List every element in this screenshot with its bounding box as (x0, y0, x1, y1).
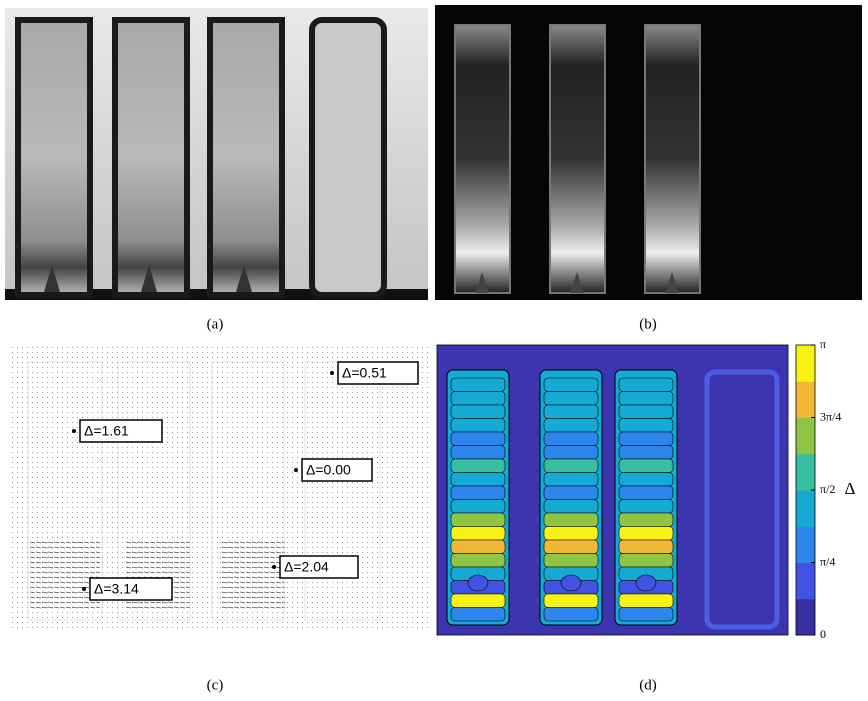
contour-band (619, 473, 673, 487)
channel (210, 20, 282, 295)
contour-band (451, 513, 505, 527)
contour-band (451, 473, 505, 487)
caption: (a) (207, 316, 224, 332)
colorbar-band (796, 345, 815, 382)
colorbar-tick-label: 3π/4 (820, 409, 841, 423)
channel (312, 20, 384, 295)
caption: (d) (639, 677, 657, 693)
channel (550, 25, 605, 293)
contour-band (451, 432, 505, 446)
channel (455, 25, 510, 293)
contour-band (619, 432, 673, 446)
colorbar-band (796, 454, 815, 491)
contour-band (451, 419, 505, 433)
contour-band (451, 594, 505, 608)
contour-band (451, 446, 505, 460)
contour-band (619, 419, 673, 433)
contour-band (619, 392, 673, 406)
contour-band (544, 405, 598, 419)
contour-band (544, 419, 598, 433)
contour-band (451, 486, 505, 500)
marker (82, 587, 86, 591)
colorbar-tick-label: π/4 (820, 554, 835, 568)
contour-band (619, 500, 673, 514)
annotation: Δ=1.61 (84, 423, 129, 439)
contour-band (451, 527, 505, 541)
contour-band (619, 608, 673, 622)
vector-field (220, 540, 285, 610)
contour-band (619, 554, 673, 568)
contour-band (544, 392, 598, 406)
contour (468, 575, 488, 591)
figure: (a) (b) (c) (d) Δ=0.51 Δ=1.61 Δ=0.00 Δ=2.04… (0, 0, 868, 701)
contour-band (451, 392, 505, 406)
contour-band (544, 500, 598, 514)
contour (561, 575, 581, 591)
annotation: Δ=2.04 (284, 559, 329, 575)
contour-band (451, 500, 505, 514)
contour-band (619, 446, 673, 460)
channel (18, 20, 90, 295)
contour-band (544, 554, 598, 568)
channel (645, 25, 700, 293)
colorbar-tick-label: π (820, 337, 826, 351)
contour-band (544, 446, 598, 460)
colorbar-tick-label: π/2 (820, 482, 835, 496)
contour-band (544, 513, 598, 527)
contour-band (451, 608, 505, 622)
contour-band (451, 540, 505, 554)
contour-band (544, 473, 598, 487)
panel-c (10, 345, 430, 630)
contour-band (544, 459, 598, 473)
caption: (b) (639, 316, 657, 332)
contour-band (544, 594, 598, 608)
marker (294, 468, 298, 472)
channel (115, 20, 187, 295)
colorbar-band (796, 599, 815, 636)
colorbar-tick-label: 0 (820, 627, 826, 641)
annotation: Δ=3.14 (94, 581, 139, 597)
contour-band (619, 540, 673, 554)
annotation: Δ=0.00 (306, 462, 351, 478)
contour-band (544, 378, 598, 392)
contour-band (451, 405, 505, 419)
contour-band (619, 486, 673, 500)
contour-band (619, 527, 673, 541)
colorbar-band (796, 490, 815, 527)
colorbar-band (796, 563, 815, 600)
marker (272, 565, 276, 569)
colorbar-band (796, 381, 815, 418)
marker (72, 429, 76, 433)
contour-band (619, 594, 673, 608)
colorbar-band (796, 418, 815, 455)
contour-band (619, 378, 673, 392)
contour-band (451, 378, 505, 392)
contour-band (451, 459, 505, 473)
annotation: Δ=0.51 (342, 365, 387, 381)
contour-band (619, 459, 673, 473)
marker (330, 371, 334, 375)
contour-band (451, 554, 505, 568)
contour-band (619, 405, 673, 419)
contour-band (544, 608, 598, 622)
colorbar-band (796, 526, 815, 563)
caption: (c) (207, 677, 224, 693)
contour-band (544, 540, 598, 554)
contour-band (619, 513, 673, 527)
contour-band (544, 486, 598, 500)
contour (636, 575, 656, 591)
contour-band (544, 527, 598, 541)
colorbar-label: Δ (845, 479, 856, 498)
contour-band (544, 432, 598, 446)
